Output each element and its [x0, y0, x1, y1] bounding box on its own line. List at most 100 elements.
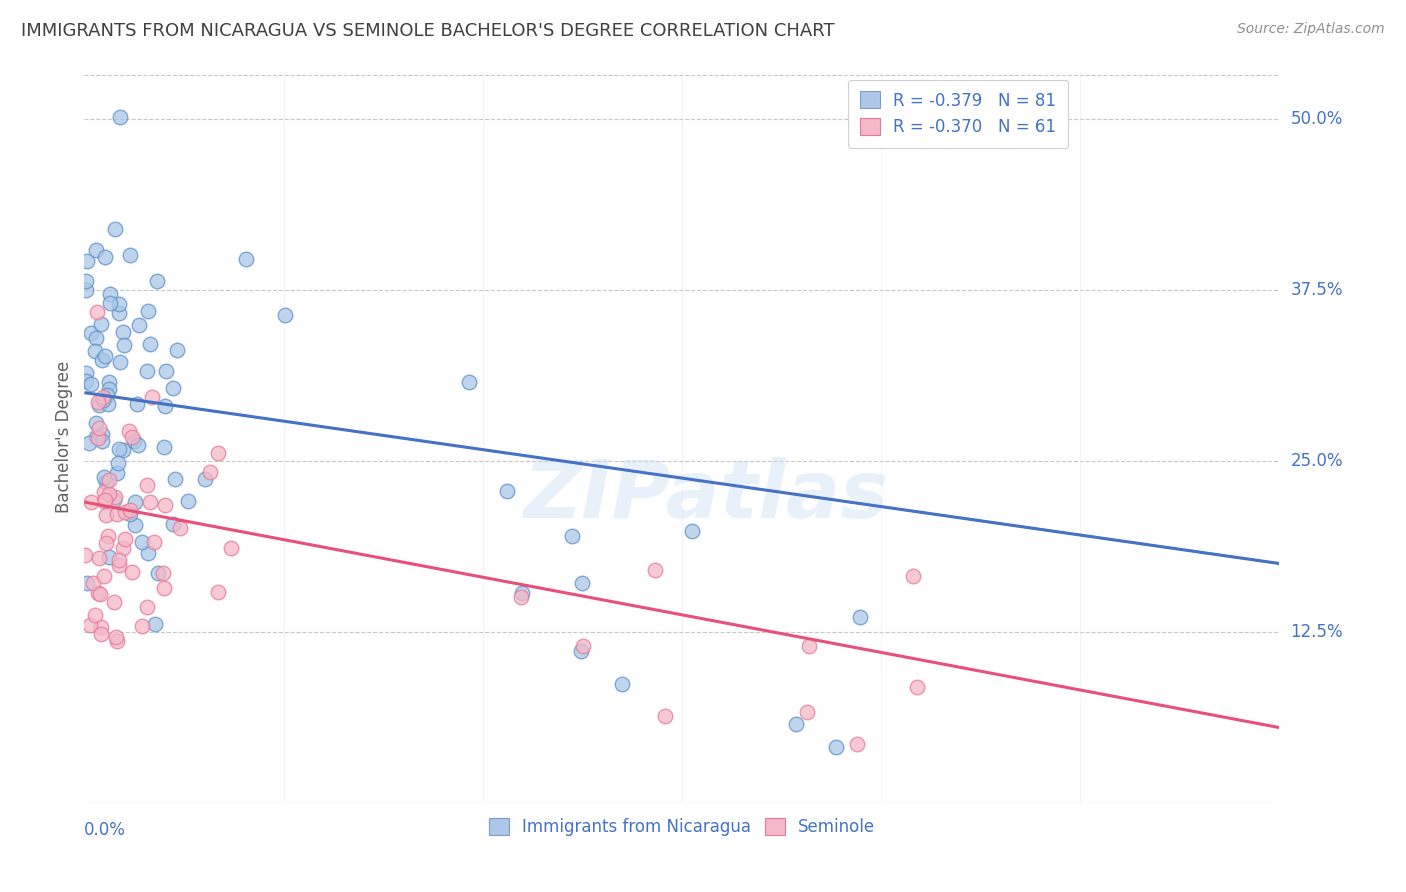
- Point: [108, 355, 131, 369]
- Point: [141, 390, 163, 404]
- Point: [83, 343, 105, 358]
- Point: [124, 517, 146, 532]
- Point: [136, 304, 159, 318]
- Point: [82, 575, 104, 590]
- Point: [824, 740, 846, 755]
- Point: [131, 535, 153, 549]
- Point: [105, 630, 128, 644]
- Point: [104, 490, 127, 504]
- Point: [136, 364, 159, 378]
- Point: [97, 397, 120, 411]
- Point: [235, 252, 257, 266]
- Point: [572, 640, 595, 654]
- Point: [207, 446, 229, 460]
- Point: [112, 338, 135, 352]
- Point: [153, 399, 176, 413]
- Point: [797, 639, 820, 653]
- Point: [111, 541, 134, 556]
- Point: [79, 377, 101, 392]
- Point: [87, 431, 110, 445]
- Point: [561, 529, 583, 543]
- Point: [96, 388, 118, 402]
- Text: 37.5%: 37.5%: [1291, 281, 1343, 299]
- Point: [848, 610, 870, 624]
- Point: [198, 465, 221, 479]
- Point: [107, 297, 129, 311]
- Point: [644, 563, 666, 577]
- Point: [77, 436, 100, 450]
- Point: [135, 478, 157, 492]
- Point: [146, 274, 169, 288]
- Point: [84, 430, 107, 444]
- Point: [97, 529, 120, 543]
- Point: [75, 367, 97, 381]
- Point: [152, 581, 174, 595]
- Point: [105, 508, 128, 522]
- Point: [87, 394, 110, 409]
- Text: 12.5%: 12.5%: [1291, 623, 1343, 641]
- Point: [145, 617, 167, 632]
- Point: [571, 575, 593, 590]
- Point: [90, 434, 112, 449]
- Text: 0.0%: 0.0%: [84, 821, 127, 839]
- Point: [139, 336, 162, 351]
- Point: [87, 421, 110, 435]
- Point: [785, 716, 807, 731]
- Point: [98, 375, 121, 389]
- Point: [90, 627, 112, 641]
- Point: [207, 585, 229, 599]
- Point: [79, 617, 101, 632]
- Point: [139, 495, 162, 509]
- Point: [165, 472, 187, 486]
- Point: [94, 349, 117, 363]
- Text: ZIPatlas: ZIPatlas: [523, 457, 889, 534]
- Point: [901, 569, 924, 583]
- Point: [135, 599, 157, 614]
- Point: [153, 440, 176, 454]
- Point: [98, 549, 121, 564]
- Point: [86, 331, 108, 345]
- Point: [457, 375, 479, 389]
- Point: [75, 374, 97, 388]
- Point: [495, 483, 517, 498]
- Point: [96, 536, 118, 550]
- Point: [94, 475, 117, 489]
- Point: [108, 553, 131, 567]
- Point: [94, 250, 117, 264]
- Point: [73, 549, 96, 563]
- Point: [91, 390, 114, 404]
- Point: [114, 532, 136, 546]
- Point: [194, 472, 217, 486]
- Point: [90, 620, 112, 634]
- Point: [125, 397, 148, 411]
- Point: [91, 427, 114, 442]
- Point: [153, 498, 176, 512]
- Point: [89, 587, 111, 601]
- Point: [142, 534, 165, 549]
- Point: [114, 505, 136, 519]
- Point: [108, 558, 131, 572]
- Point: [127, 438, 149, 452]
- Point: [120, 508, 142, 522]
- Point: [612, 677, 634, 691]
- Point: [107, 442, 129, 457]
- Point: [654, 708, 676, 723]
- Text: IMMIGRANTS FROM NICARAGUA VS SEMINOLE BACHELOR'S DEGREE CORRELATION CHART: IMMIGRANTS FROM NICARAGUA VS SEMINOLE BA…: [21, 22, 835, 40]
- Point: [75, 274, 97, 288]
- Point: [90, 317, 112, 331]
- Point: [121, 430, 143, 444]
- Point: [569, 644, 592, 658]
- Point: [121, 565, 143, 579]
- Point: [89, 399, 111, 413]
- Point: [98, 486, 121, 500]
- Point: [76, 253, 98, 268]
- Point: [84, 608, 107, 623]
- Point: [87, 586, 110, 600]
- Point: [118, 248, 141, 262]
- Point: [177, 494, 200, 508]
- Point: [107, 457, 129, 471]
- Point: [86, 305, 108, 319]
- Point: [86, 417, 108, 431]
- Point: [105, 466, 128, 480]
- Point: [152, 566, 174, 581]
